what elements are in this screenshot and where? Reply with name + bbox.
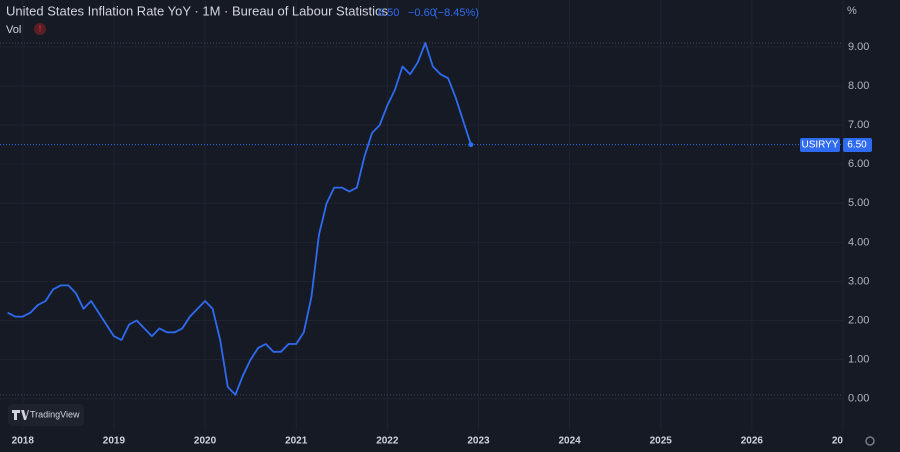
x-tick-label: 2025 — [650, 436, 673, 447]
settings-icon[interactable] — [865, 436, 875, 446]
x-tick-label: 2018 — [12, 436, 35, 447]
grid — [0, 0, 844, 430]
warning-icon — [34, 23, 46, 35]
unit-label: % — [847, 5, 857, 17]
plot-area: 2018 2019 2020 2021 2022 2023 2024 2025 2026 2027 — [0, 42, 855, 447]
warning-mark: ! — [39, 23, 42, 33]
x-tick-label: 2022 — [376, 436, 399, 447]
y-tick-label: 9.00 — [848, 41, 869, 53]
x-tick-label: 2021 — [285, 436, 308, 447]
volume-label: Vol — [6, 24, 21, 36]
brand-badge — [8, 404, 84, 426]
x-tick-label: 2019 — [103, 436, 126, 447]
y-tick-label: 5.00 — [848, 197, 869, 209]
y-tick-label: 6.00 — [848, 158, 869, 170]
symbol-tag — [800, 138, 840, 152]
change-pct: (−8.45%) — [434, 7, 479, 19]
brand: TradingView — [30, 409, 80, 419]
y-tick-label: 7.00 — [848, 119, 869, 131]
y-tick-label: 0.00 — [848, 393, 869, 405]
last-value: 6.50 — [378, 7, 399, 19]
y-tick-label: 2.00 — [848, 314, 869, 326]
brand-logo — [12, 410, 29, 420]
change: −0.60 — [408, 7, 436, 19]
x-tick-label: 2024 — [558, 436, 581, 447]
x-tick-label: 2027 — [832, 436, 855, 447]
line-series — [7, 42, 472, 396]
y-tick-label: 1.00 — [848, 354, 869, 366]
y-tick-label: 8.00 — [848, 80, 869, 92]
chart-title: United States Inflation Rate YoY · 1M · … — [6, 3, 389, 18]
x-tick-label: 2023 — [467, 436, 490, 447]
price-tag-text: 6.50 — [847, 140, 867, 151]
y-tick-label: 4.00 — [848, 236, 869, 248]
y-tick-label: 3.00 — [848, 275, 869, 287]
last-point — [468, 142, 474, 148]
x-tick-label: 2020 — [194, 436, 217, 447]
symbol-tag-text: USIRYY — [801, 140, 838, 151]
x-tick-label: 2026 — [741, 436, 764, 447]
price-tag — [843, 138, 872, 152]
